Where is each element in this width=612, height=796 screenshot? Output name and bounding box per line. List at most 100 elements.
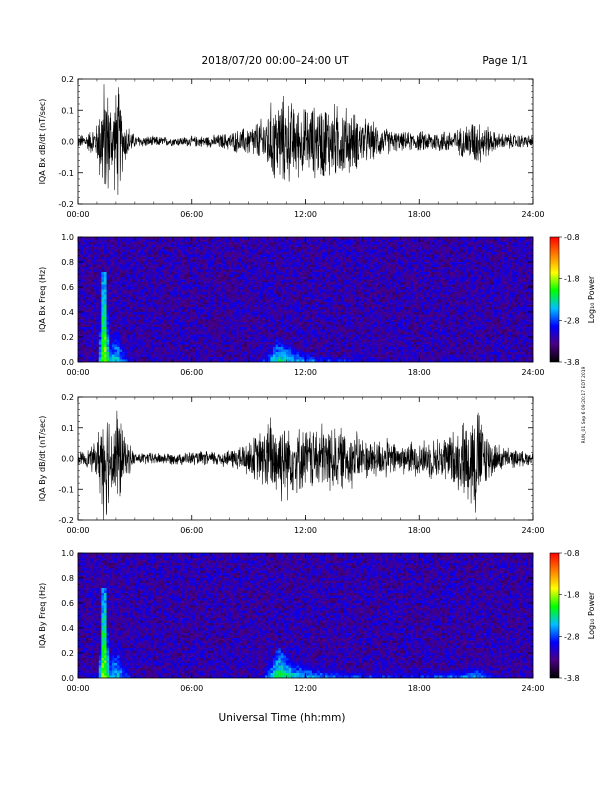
spectrogram-cell bbox=[192, 310, 195, 313]
spectrogram-cell bbox=[182, 312, 185, 315]
spectrogram-cell bbox=[250, 270, 253, 273]
spectrogram-cell bbox=[320, 352, 323, 355]
spectrogram-cell bbox=[133, 335, 136, 338]
spectrogram-cell bbox=[164, 307, 167, 310]
spectrogram-cell bbox=[203, 275, 206, 278]
spectrogram-cell bbox=[211, 255, 214, 258]
spectrogram-cell bbox=[198, 272, 201, 275]
spectrogram-cell bbox=[101, 312, 104, 315]
spectrogram-cell bbox=[135, 355, 138, 358]
spectrogram-cell bbox=[133, 317, 136, 320]
spectrogram-cell bbox=[104, 290, 107, 293]
spectrogram-cell bbox=[260, 312, 263, 315]
spectrogram-cell bbox=[133, 285, 136, 288]
spectrogram-cell bbox=[270, 242, 273, 245]
spectrogram-cell bbox=[107, 357, 110, 360]
spectrogram-cell bbox=[237, 280, 240, 283]
spectrogram-cell bbox=[135, 307, 138, 310]
spectrogram-cell bbox=[192, 357, 195, 360]
spectrogram-cell bbox=[224, 347, 227, 350]
spectrogram-cell bbox=[143, 325, 146, 328]
spectrogram-cell bbox=[263, 267, 266, 270]
spectrogram-cell bbox=[138, 317, 141, 320]
spectrogram-cell bbox=[317, 260, 320, 263]
spectrogram-cell bbox=[307, 357, 310, 360]
spectrogram-cell bbox=[268, 280, 271, 283]
spectrogram-cell bbox=[224, 277, 227, 280]
spectrogram-cell bbox=[211, 312, 214, 315]
spectrogram-cell bbox=[125, 252, 128, 255]
spectrogram-cell bbox=[296, 317, 299, 320]
spectrogram-cell bbox=[140, 310, 143, 313]
spectrogram-cell bbox=[198, 337, 201, 340]
spectrogram-cell bbox=[88, 300, 91, 303]
spectrogram-cell bbox=[174, 312, 177, 315]
spectrogram-cell bbox=[96, 240, 99, 243]
spectrogram-cell bbox=[130, 342, 133, 345]
spectrogram-cell bbox=[96, 265, 99, 268]
spectrogram-cell bbox=[133, 247, 136, 250]
spectrogram-cell bbox=[270, 325, 273, 328]
spectrogram-cell bbox=[117, 322, 120, 325]
spectrogram-cell bbox=[322, 292, 325, 295]
spectrogram-cell bbox=[96, 292, 99, 295]
spectrogram-cell bbox=[153, 350, 156, 353]
spectrogram-cell bbox=[133, 332, 136, 335]
spectrogram-cell bbox=[166, 245, 169, 248]
spectrogram-cell bbox=[291, 287, 294, 290]
spectrogram-cell bbox=[289, 342, 292, 345]
spectrogram-cell bbox=[140, 347, 143, 350]
spectrogram-cell bbox=[247, 357, 250, 360]
spectrogram-cell bbox=[200, 292, 203, 295]
spectrogram-cell bbox=[296, 310, 299, 313]
spectrogram-cell bbox=[263, 355, 266, 358]
spectrogram-cell bbox=[107, 300, 110, 303]
spectrogram-cell bbox=[114, 352, 117, 355]
spectrogram-cell bbox=[164, 357, 167, 360]
spectrogram-cell bbox=[283, 300, 286, 303]
spectrogram-cell bbox=[114, 290, 117, 293]
spectrogram-cell bbox=[296, 285, 299, 288]
spectrogram-cell bbox=[112, 255, 115, 258]
spectrogram-cell bbox=[242, 252, 245, 255]
spectrogram-cell bbox=[273, 320, 276, 323]
spectrogram-cell bbox=[270, 292, 273, 295]
spectrogram-cell bbox=[296, 247, 299, 250]
spectrogram-cell bbox=[328, 297, 331, 300]
spectrogram-cell bbox=[114, 297, 117, 300]
spectrogram-cell bbox=[322, 317, 325, 320]
spectrogram-cell bbox=[195, 330, 198, 333]
spectrogram-cell bbox=[237, 287, 240, 290]
spectrogram-cell bbox=[205, 317, 208, 320]
spectrogram-cell bbox=[252, 325, 255, 328]
spectrogram-cell bbox=[216, 285, 219, 288]
spectrogram-cell bbox=[234, 300, 237, 303]
spectrogram-cell bbox=[231, 265, 234, 268]
y-axis-label: IQA Bx dB/dt (nT/sec) bbox=[38, 99, 47, 185]
spectrogram-cell bbox=[281, 335, 284, 338]
spectrogram-cell bbox=[260, 262, 263, 265]
spectrogram-cell bbox=[127, 305, 130, 308]
spectrogram-cell bbox=[107, 312, 110, 315]
spectrogram-cell bbox=[99, 327, 102, 330]
spectrogram-cell bbox=[143, 312, 146, 315]
spectrogram-cell bbox=[83, 262, 86, 265]
spectrogram-cell bbox=[101, 325, 104, 328]
spectrogram-cell bbox=[182, 350, 185, 353]
spectrogram-cell bbox=[88, 292, 91, 295]
spectrogram-cell bbox=[328, 327, 331, 330]
spectrogram-cell bbox=[224, 310, 227, 313]
spectrogram-cell bbox=[302, 310, 305, 313]
spectrogram-cell bbox=[322, 327, 325, 330]
spectrogram-cell bbox=[91, 352, 94, 355]
spectrogram-cell bbox=[315, 340, 318, 343]
spectrogram-cell bbox=[138, 270, 141, 273]
spectrogram-cell bbox=[164, 292, 167, 295]
spectrogram-cell bbox=[99, 352, 102, 355]
spectrogram-cell bbox=[328, 325, 331, 328]
spectrogram-cell bbox=[304, 347, 307, 350]
spectrogram-cell bbox=[117, 287, 120, 290]
spectrogram-cell bbox=[218, 272, 221, 275]
spectrogram-cell bbox=[86, 320, 89, 323]
spectrogram-cell bbox=[265, 272, 268, 275]
